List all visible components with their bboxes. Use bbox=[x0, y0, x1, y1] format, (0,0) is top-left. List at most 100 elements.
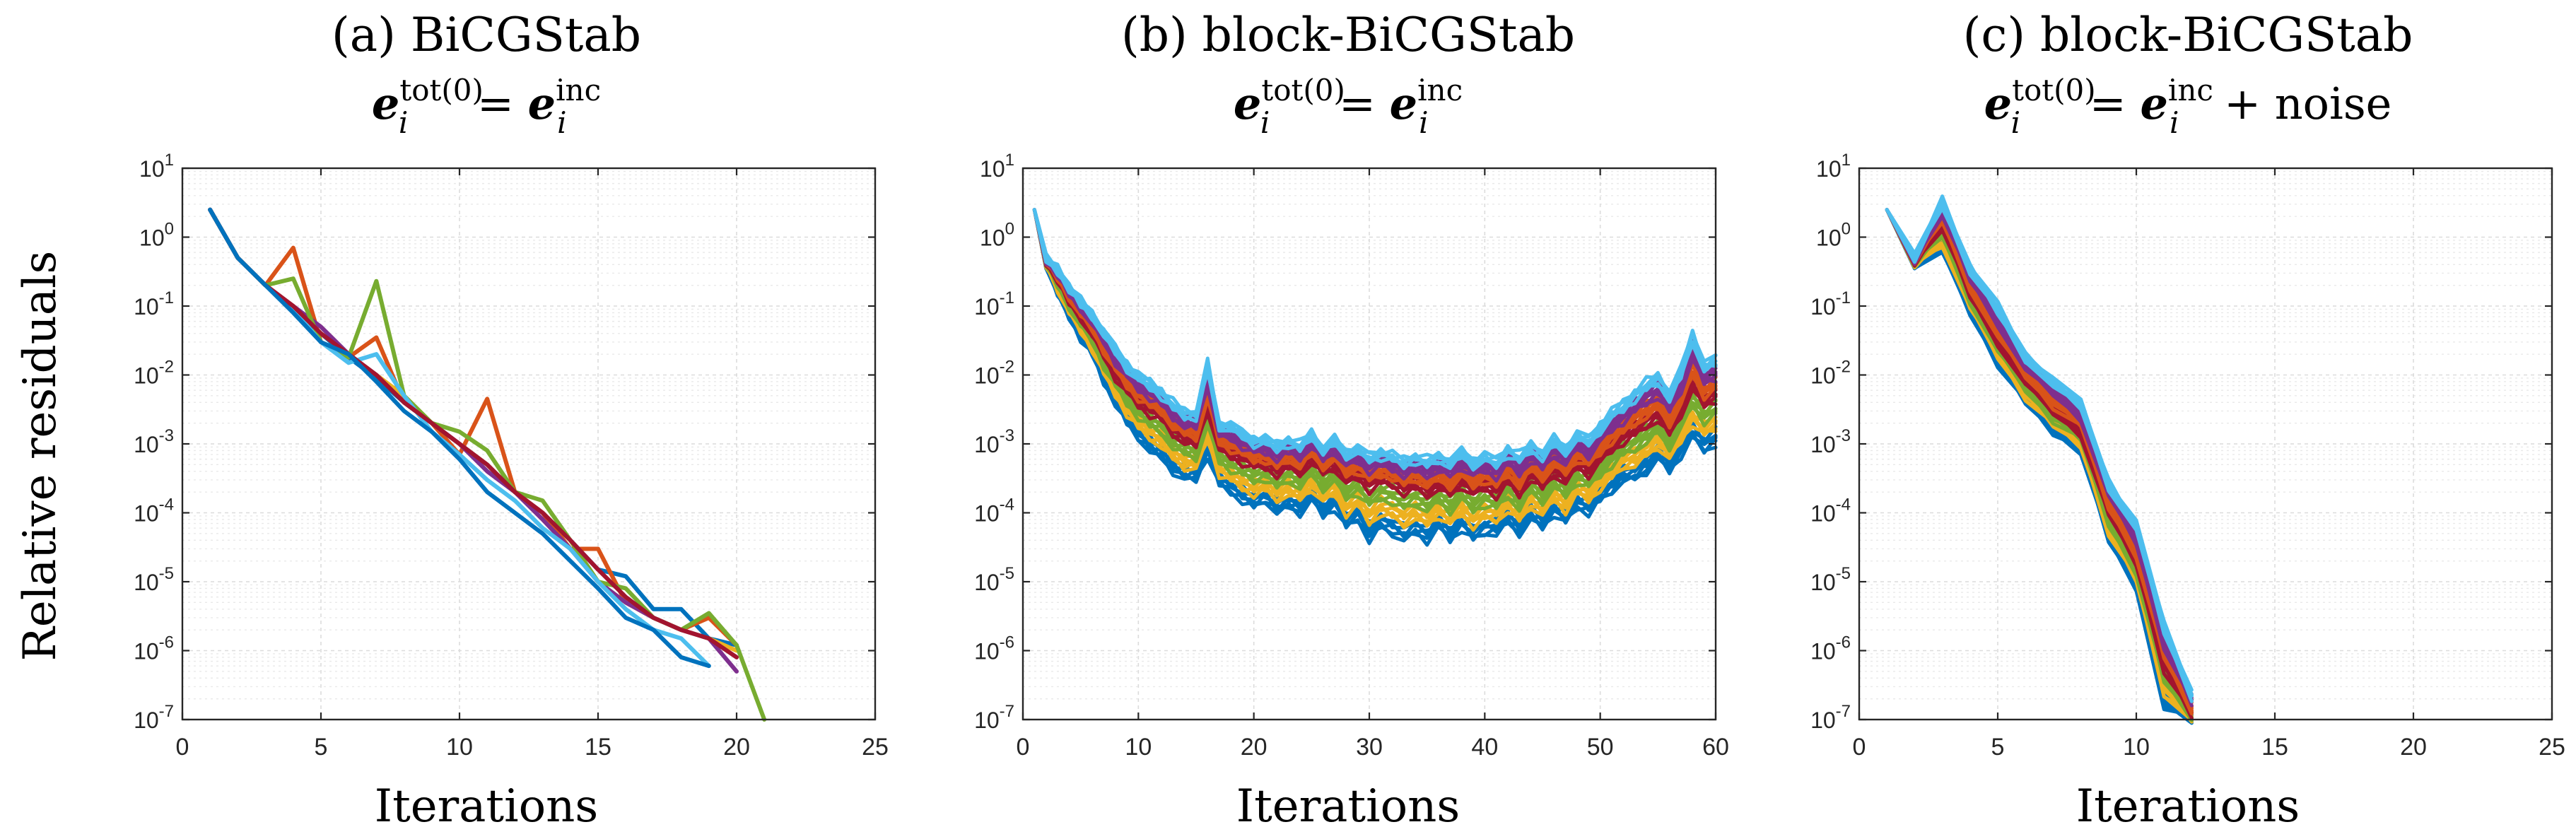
y-tick-base: 10 bbox=[974, 501, 1000, 527]
y-tick-exponent: -3 bbox=[1000, 426, 1014, 445]
panel-equation-text: etot(0) i = einc i + noise bbox=[1984, 73, 2392, 140]
y-tick-exponent: -6 bbox=[159, 633, 174, 652]
equation-part-8: + noise bbox=[2210, 78, 2391, 129]
equation-part-3: i bbox=[2011, 105, 2020, 140]
panel-a-series bbox=[208, 207, 767, 722]
panel-a-title: (a) BiCGStab bbox=[332, 8, 641, 62]
x-tick-label: 25 bbox=[2539, 734, 2565, 761]
equation-part-5: e bbox=[1390, 78, 1417, 129]
y-tick-base: 10 bbox=[134, 708, 159, 733]
panel-c-x-axis-label: Iterations bbox=[2076, 780, 2300, 833]
y-tick-label: 10-5 bbox=[134, 564, 174, 595]
x-tick-label: 25 bbox=[862, 734, 889, 761]
equation-part-1: tot bbox=[1261, 73, 1303, 107]
series-line bbox=[1885, 208, 2194, 722]
y-tick-exponent: 0 bbox=[1005, 220, 1014, 239]
y-tick-base: 10 bbox=[974, 570, 1000, 595]
y-tick-exponent: -2 bbox=[159, 358, 174, 377]
series-line bbox=[1885, 208, 2194, 722]
y-tick-label: 10-6 bbox=[1810, 633, 1851, 664]
y-tick-label: 10-6 bbox=[134, 633, 174, 664]
x-tick-label: 15 bbox=[585, 734, 611, 761]
y-tick-exponent: -3 bbox=[159, 426, 174, 445]
panel-a: (a) BiCGStab etot(0) i = einc i 0 5 10 15 20 25… bbox=[134, 8, 889, 833]
y-tick-base: 10 bbox=[1810, 708, 1836, 733]
y-tick-label: 10-3 bbox=[134, 426, 174, 457]
series-line bbox=[1885, 208, 2194, 724]
x-tick-label: 30 bbox=[1356, 734, 1383, 761]
series-line bbox=[1885, 208, 2194, 725]
x-tick-label: 60 bbox=[1702, 734, 1729, 761]
y-tick-exponent: -5 bbox=[159, 564, 174, 583]
series-line bbox=[1885, 208, 2194, 723]
panel-c-equation: etot(0) i = einc i + noise bbox=[1984, 73, 2392, 140]
equation-part-6: inc bbox=[1417, 73, 1463, 107]
series-line bbox=[1032, 208, 1718, 466]
y-tick-label: 10-1 bbox=[134, 288, 174, 319]
y-tick-base: 10 bbox=[980, 225, 1005, 251]
x-tick-label: 20 bbox=[2400, 734, 2427, 761]
panel-a-equation: etot(0) i = einc i bbox=[372, 73, 601, 140]
y-tick-base: 10 bbox=[980, 156, 1005, 182]
y-tick-base: 10 bbox=[1810, 501, 1836, 527]
y-tick-label: 100 bbox=[1816, 220, 1851, 251]
y-tick-exponent: -5 bbox=[1836, 564, 1851, 583]
y-tick-label: 10-5 bbox=[974, 564, 1014, 595]
y-tick-base: 10 bbox=[974, 294, 1000, 319]
y-tick-base: 10 bbox=[974, 432, 1000, 457]
equation-part-4: = bbox=[463, 78, 527, 129]
y-tick-exponent: -7 bbox=[159, 702, 174, 721]
y-tick-base: 10 bbox=[139, 156, 165, 182]
y-tick-exponent: -6 bbox=[1836, 633, 1851, 652]
y-tick-base: 10 bbox=[134, 294, 159, 319]
equation-part-4: = bbox=[2076, 78, 2140, 129]
y-tick-base: 10 bbox=[134, 501, 159, 527]
y-tick-base: 10 bbox=[134, 570, 159, 595]
y-tick-base: 10 bbox=[1810, 570, 1836, 595]
series-line bbox=[1885, 208, 2194, 718]
series-line bbox=[1885, 208, 2194, 724]
x-tick-label: 5 bbox=[1991, 734, 2005, 761]
y-tick-label: 10-3 bbox=[974, 426, 1014, 457]
equation-part-2: (0) bbox=[1303, 73, 1345, 107]
x-tick-label: 10 bbox=[1125, 734, 1152, 761]
y-tick-exponent: 0 bbox=[165, 220, 174, 239]
equation-part-0: e bbox=[372, 78, 399, 129]
series-line bbox=[1885, 208, 2194, 720]
equation-part-5: e bbox=[2140, 78, 2167, 129]
y-tick-label: 10-7 bbox=[134, 702, 174, 733]
x-tick-label: 5 bbox=[315, 734, 328, 761]
y-tick-exponent: -4 bbox=[159, 495, 174, 515]
panel-b-x-axis-label: Iterations bbox=[1236, 780, 1460, 833]
y-tick-exponent: 1 bbox=[165, 151, 174, 170]
y-tick-label: 10-2 bbox=[134, 358, 174, 389]
y-tick-label: 10-2 bbox=[1810, 358, 1851, 389]
equation-part-4: = bbox=[1325, 78, 1389, 129]
y-tick-label: 10-4 bbox=[974, 495, 1014, 527]
series-line bbox=[1885, 208, 2194, 720]
panel-b-equation: etot(0) i = einc i bbox=[1234, 73, 1463, 140]
panel-c-axes: 0 5 10 15 20 2510110010-110-210-310-410-510-6… bbox=[1810, 151, 2565, 761]
y-tick-base: 10 bbox=[1810, 639, 1836, 664]
y-tick-label: 10-5 bbox=[1810, 564, 1851, 595]
x-tick-label: 0 bbox=[1853, 734, 1866, 761]
y-tick-exponent: 1 bbox=[1005, 151, 1014, 170]
y-tick-base: 10 bbox=[1810, 294, 1836, 319]
y-tick-label: 10-1 bbox=[974, 288, 1014, 319]
series-line-8 bbox=[208, 207, 711, 669]
panel-equation-text: etot(0) i = einc i bbox=[372, 73, 601, 140]
equation-part-6: inc bbox=[556, 73, 601, 107]
y-tick-base: 10 bbox=[1816, 225, 1842, 251]
equation-part-0: e bbox=[1234, 78, 1261, 129]
y-tick-base: 10 bbox=[974, 363, 1000, 389]
equation-part-7: i bbox=[557, 105, 566, 140]
x-tick-label: 0 bbox=[176, 734, 189, 761]
x-tick-label: 40 bbox=[1471, 734, 1498, 761]
panel-a-grid bbox=[182, 168, 876, 720]
y-tick-label: 10-2 bbox=[974, 358, 1014, 389]
equation-part-2: (0) bbox=[441, 73, 484, 107]
y-axis-label: Relative residuals bbox=[14, 251, 66, 662]
panel-b: (b) block-BiCGStab etot(0) i = einc i 0 10 2… bbox=[974, 8, 1729, 833]
equation-part-3: i bbox=[399, 105, 408, 140]
